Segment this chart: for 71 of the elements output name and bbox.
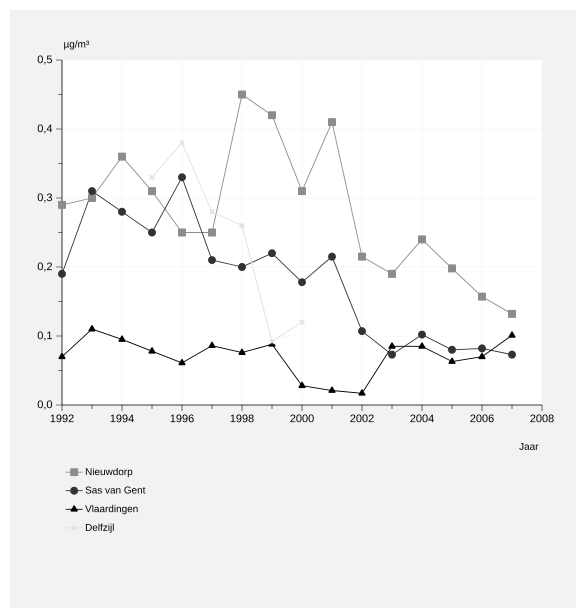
point xyxy=(448,358,456,364)
x-tick-label: 1998 xyxy=(230,414,254,422)
x-tick-label: 1992 xyxy=(50,414,74,422)
y-tick-label: 0,5 xyxy=(38,55,52,65)
x-tick-label: 1996 xyxy=(170,414,194,422)
point xyxy=(328,386,336,393)
y-tick-label: 0,3 xyxy=(38,193,52,203)
point xyxy=(118,208,126,216)
point xyxy=(88,187,96,196)
point xyxy=(178,228,186,236)
point xyxy=(58,270,66,278)
x-tick-label: 2000 xyxy=(290,414,314,422)
legend-label: Sas van Gent xyxy=(86,486,146,494)
point xyxy=(178,358,186,366)
point xyxy=(298,382,306,388)
point xyxy=(268,111,276,120)
x-tick-label: 1994 xyxy=(110,414,134,422)
point xyxy=(508,331,516,338)
point xyxy=(148,347,156,354)
point xyxy=(478,352,486,360)
point xyxy=(118,152,126,161)
legend-label: Delfzijl xyxy=(86,524,114,533)
point xyxy=(208,228,216,236)
point xyxy=(388,342,396,349)
point xyxy=(448,264,456,272)
point xyxy=(238,222,246,229)
legend-label: Nieuwdorp xyxy=(86,468,132,478)
point xyxy=(148,187,156,196)
point xyxy=(328,118,336,126)
point xyxy=(418,235,426,244)
y-tick-label: 0,1 xyxy=(38,331,52,341)
point xyxy=(178,173,186,182)
point xyxy=(208,342,216,348)
point xyxy=(118,335,126,342)
point xyxy=(298,187,306,196)
point xyxy=(508,310,516,318)
point xyxy=(478,344,486,352)
point xyxy=(388,270,396,278)
x-axis-title: Jaar xyxy=(519,443,538,450)
y-tick-label: 0,2 xyxy=(38,262,52,272)
point xyxy=(448,346,456,354)
point xyxy=(388,350,396,359)
point xyxy=(418,330,426,339)
x-tick-label: 2004 xyxy=(410,414,434,422)
point xyxy=(178,140,186,146)
point xyxy=(478,292,486,301)
y-axis-title: µg/m³ xyxy=(64,40,89,50)
point xyxy=(238,90,246,98)
point xyxy=(238,348,246,355)
point xyxy=(208,208,216,215)
point xyxy=(328,252,336,261)
point xyxy=(58,352,66,360)
point xyxy=(208,256,216,264)
legend-label: Vlaardingen xyxy=(85,504,138,514)
point xyxy=(88,325,96,332)
point xyxy=(58,200,66,209)
point xyxy=(418,342,426,349)
point xyxy=(358,389,366,396)
point xyxy=(148,228,156,236)
x-tick-label: 2008 xyxy=(530,414,554,422)
y-tick-label: 0,4 xyxy=(38,124,52,134)
point xyxy=(358,327,366,336)
point xyxy=(268,249,276,258)
x-tick-label: 2006 xyxy=(470,414,494,422)
point xyxy=(298,278,306,286)
x-tick-label: 2002 xyxy=(350,414,374,422)
y-tick-label: 0,0 xyxy=(38,400,52,410)
point xyxy=(88,194,96,202)
point xyxy=(508,350,516,359)
point xyxy=(358,252,366,261)
point xyxy=(238,263,246,271)
